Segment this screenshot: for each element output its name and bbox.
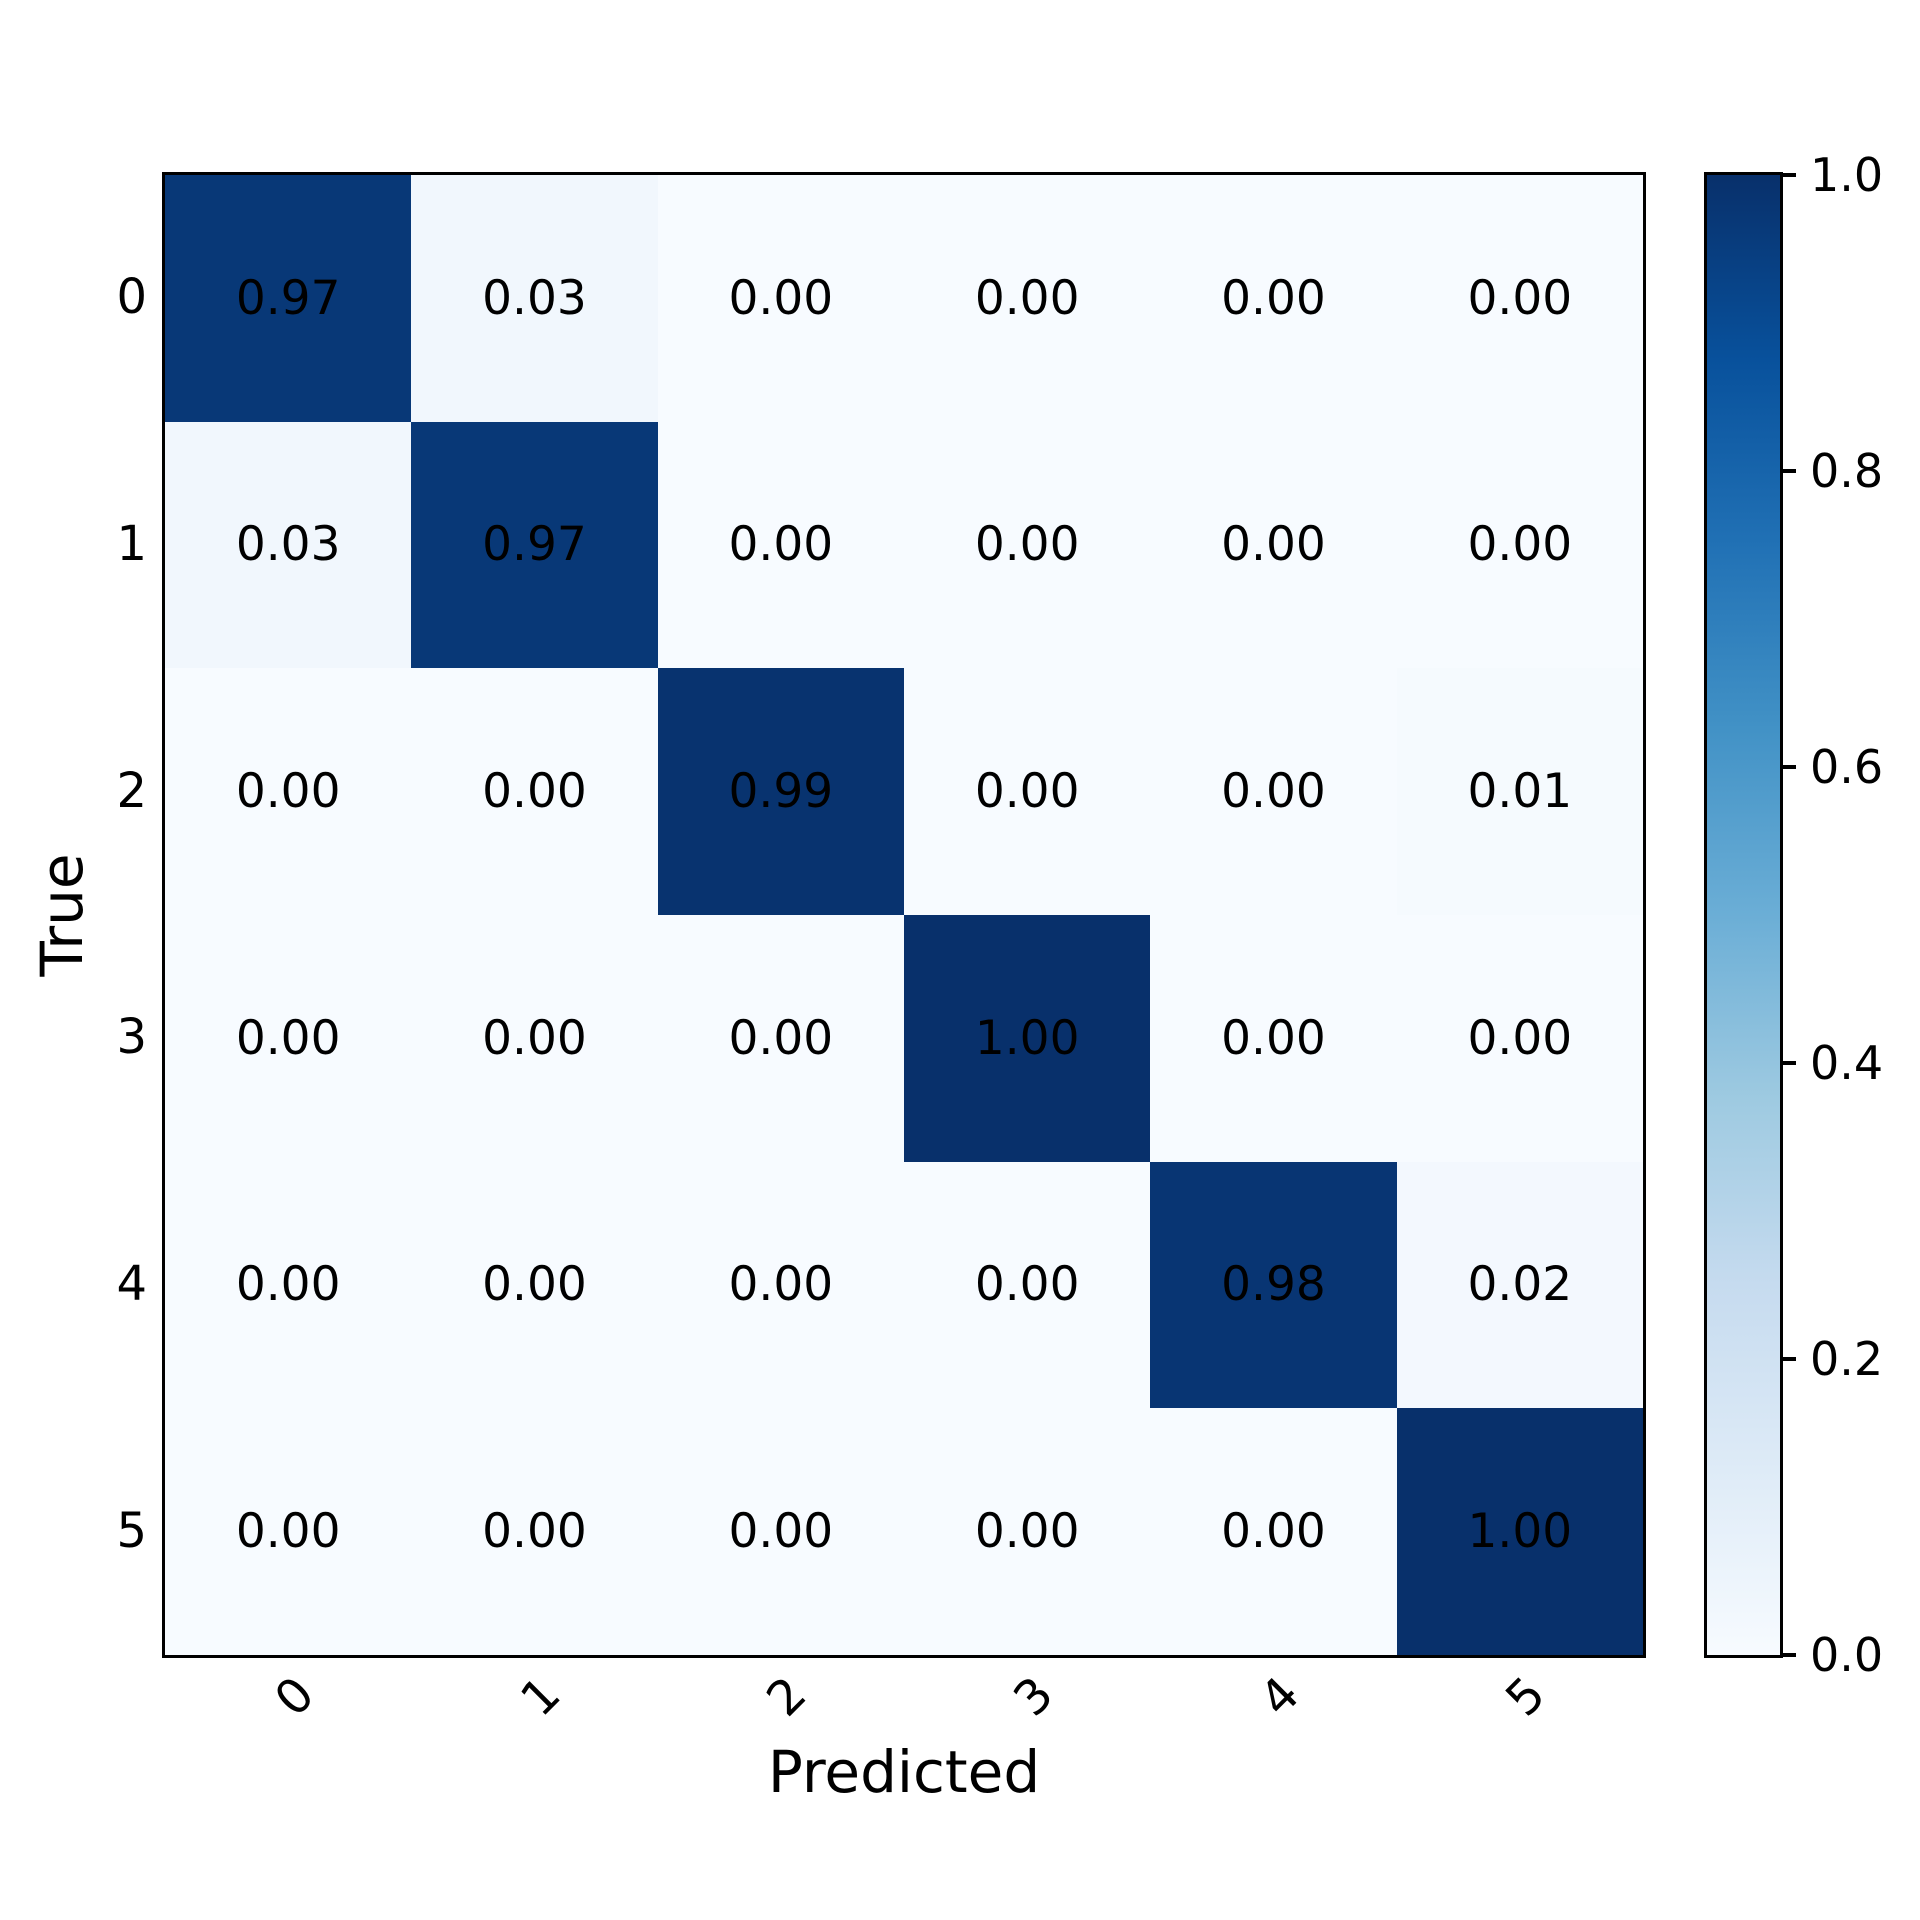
x-axis-label: Predicted	[767, 1738, 1041, 1806]
matrix-cell-r5c0: 0.00	[165, 1408, 412, 1655]
matrix-cell-r0c2: 0.00	[657, 175, 904, 422]
x-tick-label-1: 1	[510, 1666, 572, 1728]
matrix-cell-r4c0: 0.00	[165, 1161, 412, 1409]
matrix-cell-r0c1: 0.03	[411, 175, 658, 422]
matrix-cell-r5c2: 0.00	[657, 1408, 904, 1655]
matrix-cell-r4c3: 0.00	[903, 1161, 1151, 1409]
y-axis-label: True	[28, 853, 96, 977]
matrix-cell-r0c4: 0.00	[1150, 175, 1397, 422]
x-tick-label-5: 5	[1495, 1666, 1557, 1728]
y-tick-label-5: 5	[116, 1502, 147, 1559]
colorbar	[1704, 172, 1783, 1658]
matrix-cell-r0c3: 0.00	[903, 175, 1151, 422]
y-tick-label-1: 1	[116, 516, 147, 573]
colorbar-gradient	[1707, 175, 1780, 1655]
y-tick-label-2: 2	[116, 762, 147, 819]
colorbar-tickmark-1.0	[1780, 173, 1796, 177]
colorbar-tickmark-0.8	[1780, 469, 1796, 473]
matrix-cell-r1c2: 0.00	[657, 421, 904, 669]
matrix-cell-r3c0: 0.00	[165, 915, 412, 1162]
y-tick-label-0: 0	[116, 269, 147, 326]
matrix-cell-r0c5: 0.00	[1396, 175, 1643, 422]
matrix-cell-r4c1: 0.00	[411, 1161, 658, 1409]
colorbar-tickmark-0.0	[1780, 1653, 1796, 1657]
matrix-cell-r3c3: 1.00	[903, 915, 1151, 1162]
matrix-cell-r4c2: 0.00	[657, 1161, 904, 1409]
matrix-cell-r2c2: 0.99	[657, 668, 904, 915]
matrix-cell-r4c4: 0.98	[1150, 1161, 1397, 1409]
colorbar-tickmark-0.4	[1780, 1061, 1796, 1065]
colorbar-tickmark-0.2	[1780, 1357, 1796, 1361]
matrix-cell-r5c1: 0.00	[411, 1408, 658, 1655]
matrix-cell-r3c1: 0.00	[411, 915, 658, 1162]
matrix-cell-r1c5: 0.00	[1396, 421, 1643, 669]
matrix-cell-r5c4: 0.00	[1150, 1408, 1397, 1655]
x-tick-label-4: 4	[1249, 1666, 1311, 1728]
matrix-cell-r0c0: 0.97	[165, 175, 412, 422]
matrix-cell-r5c3: 0.00	[903, 1408, 1151, 1655]
matrix-cell-r4c5: 0.02	[1396, 1161, 1643, 1409]
matrix-cell-r1c0: 0.03	[165, 421, 412, 669]
matrix-cell-r3c5: 0.00	[1396, 915, 1643, 1162]
colorbar-tick-label-1.0: 1.0	[1810, 148, 1884, 202]
colorbar-tick-label-0.6: 0.6	[1810, 740, 1884, 794]
colorbar-tick-label-0.2: 0.2	[1810, 1332, 1884, 1386]
matrix-cell-r2c4: 0.00	[1150, 668, 1397, 915]
colorbar-tickmark-0.6	[1780, 765, 1796, 769]
colorbar-tick-label-0.8: 0.8	[1810, 444, 1884, 498]
y-tick-label-3: 3	[116, 1009, 147, 1066]
matrix-cell-r1c1: 0.97	[411, 421, 658, 669]
x-tick-label-2: 2	[756, 1666, 818, 1728]
colorbar-tick-label-0.4: 0.4	[1810, 1036, 1884, 1090]
matrix-cell-r2c1: 0.00	[411, 668, 658, 915]
matrix-cell-r2c3: 0.00	[903, 668, 1151, 915]
matrix-cell-r2c0: 0.00	[165, 668, 412, 915]
matrix-cell-r5c5: 1.00	[1396, 1408, 1643, 1655]
matrix-cell-r2c5: 0.01	[1396, 668, 1643, 915]
matrix-cell-r3c2: 0.00	[657, 915, 904, 1162]
y-tick-label-4: 4	[116, 1256, 147, 1313]
colorbar-tick-label-0.0: 0.0	[1810, 1628, 1884, 1682]
heatmap-axes: 0.97 0.03 0.00 0.00 0.00 0.00 0.03 0.97 0.00 0.00…	[162, 172, 1646, 1658]
x-tick-label-0: 0	[263, 1666, 325, 1728]
x-tick-label-3: 3	[1002, 1666, 1064, 1728]
matrix-cell-r3c4: 0.00	[1150, 915, 1397, 1162]
matrix-cell-r1c4: 0.00	[1150, 421, 1397, 669]
matrix-cell-r1c3: 0.00	[903, 421, 1151, 669]
